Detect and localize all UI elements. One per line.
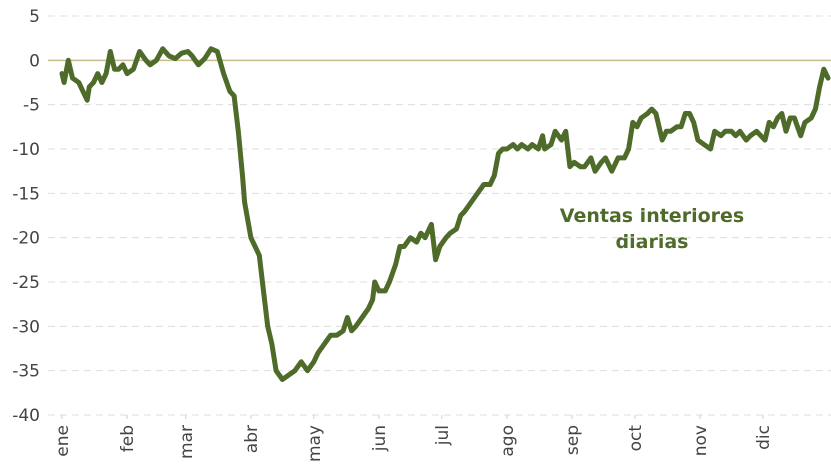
- y-tick-label: -15: [12, 184, 40, 204]
- y-tick-label: -25: [12, 273, 40, 293]
- x-tick-label: feb: [118, 425, 138, 452]
- x-tick-label: jul: [433, 425, 453, 446]
- annotation: Ventas interiores: [560, 205, 744, 227]
- x-tick-label: sep: [563, 425, 583, 455]
- x-tick-label: ago: [498, 425, 518, 457]
- y-tick-label: -10: [12, 140, 40, 160]
- line: [59, 46, 831, 382]
- y-tick-label: -20: [12, 229, 40, 249]
- y-tick-label: -5: [23, 96, 40, 116]
- x-tick-label: jun: [370, 425, 390, 452]
- x-tick-label: mar: [177, 425, 197, 459]
- x-tick-label: dic: [754, 425, 774, 450]
- y-tick-label: -35: [12, 362, 40, 382]
- x-tick-label: oct: [626, 425, 646, 452]
- annotation: diarias: [616, 231, 689, 253]
- y-tick-label: 0: [29, 51, 40, 71]
- y-tick-label: -30: [12, 317, 40, 337]
- x-tick-label: may: [305, 425, 325, 462]
- y-tick-label: -40: [12, 406, 40, 426]
- y-tick-label: 5: [29, 7, 40, 27]
- x-tick-label: nov: [691, 425, 711, 456]
- x-tick-label: abr: [242, 425, 262, 453]
- x-tick-label: ene: [53, 425, 73, 457]
